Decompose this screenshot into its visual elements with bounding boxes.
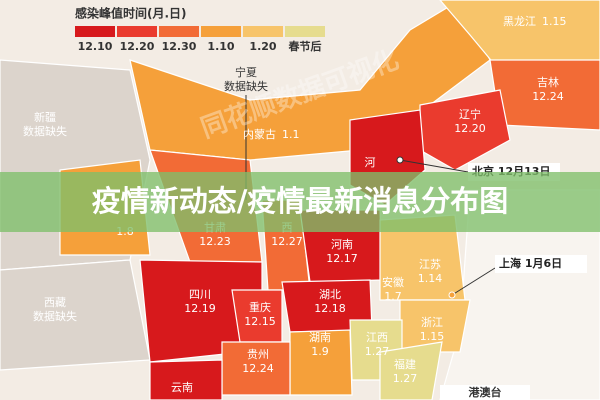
region-name: 江西: [366, 331, 388, 344]
region-value: 12.19: [184, 302, 216, 315]
region-name: 湖北: [319, 288, 341, 301]
shanghai-leader: [451, 267, 496, 296]
region-value: 数据缺失: [23, 124, 67, 138]
region-name: 河南: [331, 238, 353, 251]
region-name: 港澳台: [469, 385, 502, 399]
beijing-leader: [399, 159, 469, 173]
region-name: 湖南: [309, 331, 331, 344]
region-fujian: [379, 341, 443, 400]
region-value: 1.7: [384, 290, 402, 303]
region-name: 重庆: [249, 300, 271, 314]
beijing-dot: [396, 156, 404, 164]
region-name: 浙江: [421, 316, 443, 329]
region-name: 河: [365, 156, 376, 169]
region-value: 12.20: [454, 122, 486, 135]
banner-title: 疫情新动态/疫情最新消息分布图: [92, 184, 509, 218]
region-value: 12.23: [199, 235, 231, 248]
hk-box: [440, 385, 530, 400]
region-name: 吉林: [537, 75, 559, 89]
region-value: 12.18: [314, 302, 346, 315]
region-value: 12.15: [244, 315, 276, 328]
legend-label: 1.10: [207, 40, 234, 53]
region-value: 数据缺失: [224, 79, 268, 93]
region-value: 数据缺失: [33, 309, 77, 323]
region-name: 西藏: [44, 296, 66, 309]
region-name: 黑龙江: [503, 15, 536, 28]
callout-box: [495, 255, 587, 273]
region-value: 1.15: [542, 15, 567, 28]
region-value: 1.27: [365, 345, 390, 358]
region-name: 宁夏: [235, 65, 257, 79]
legend-label: 春节后: [289, 39, 322, 53]
legend-swatch: [243, 26, 283, 37]
region-value: 1.15: [420, 330, 445, 343]
legend-swatch: [159, 26, 199, 37]
legend-label: 1.20: [249, 40, 276, 53]
region-value: 1.14: [418, 272, 443, 285]
callout-text: 上海 1月6日: [499, 256, 562, 270]
region-value: 12.27: [271, 235, 303, 248]
region-name: 福建: [394, 357, 416, 371]
legend-label: 12.30: [162, 40, 197, 53]
legend-label: 12.10: [78, 40, 113, 53]
region-name: 江苏: [419, 258, 441, 271]
legend-swatch: [117, 26, 157, 37]
legend-label: 12.20: [120, 40, 155, 53]
region-value: 12.24: [532, 90, 564, 103]
legend-swatch: [285, 26, 325, 37]
region-value: 12.24: [242, 362, 274, 375]
region-value: 12.17: [326, 252, 358, 265]
region-value: 1.1: [282, 128, 300, 141]
region-name: 安徽: [382, 275, 404, 289]
region-name: 新疆: [34, 110, 56, 124]
region-name: 四川: [189, 288, 211, 301]
region-yunnan: [149, 359, 223, 400]
legend-swatch: [75, 26, 115, 37]
banner-band: [0, 172, 600, 232]
region-name: 内蒙古: [243, 127, 276, 141]
legend: 感染峰值时间(月.日) 12.10 12.20 12.30 1.10 1.20 春节后: [75, 6, 325, 53]
region-name: 辽宁: [459, 107, 481, 121]
region-value: 1.27: [393, 372, 418, 385]
region-value: 1.9: [311, 345, 329, 358]
legend-title: 感染峰值时间(月.日): [75, 6, 187, 21]
legend-swatch: [201, 26, 241, 37]
region-name: 贵州: [247, 348, 269, 361]
shanghai-dot: [448, 291, 456, 299]
region-name: 云南: [171, 381, 193, 394]
